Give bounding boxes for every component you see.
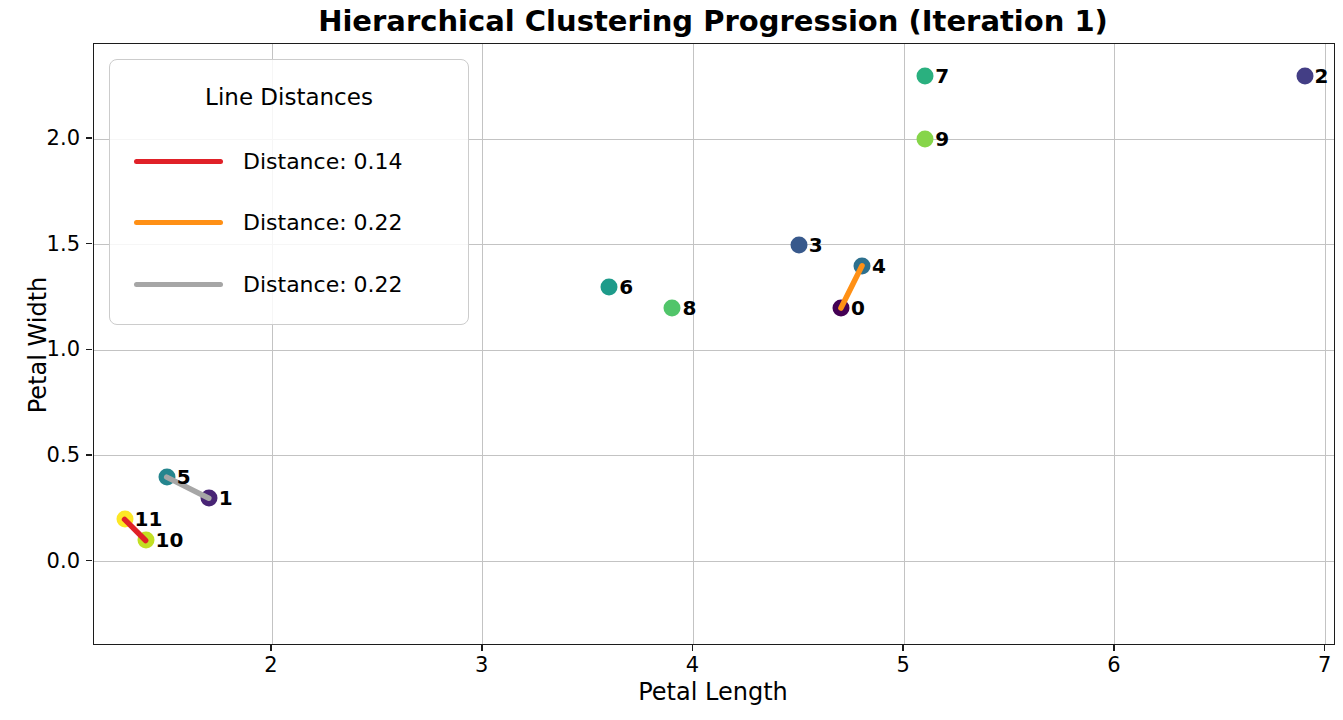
x-tick-mark — [481, 645, 483, 651]
point-label-3: 3 — [809, 233, 823, 257]
y-tick-mark — [86, 137, 92, 139]
point-label-2: 2 — [1315, 64, 1329, 88]
legend-entry-label: Distance: 0.22 — [243, 272, 403, 297]
point-label-4: 4 — [872, 254, 886, 278]
y-tick-label: 1.5 — [20, 232, 80, 256]
legend-entry-red: Distance: 0.14 — [134, 146, 403, 176]
legend-entry-orange: Distance: 0.22 — [134, 207, 403, 237]
point-label-8: 8 — [682, 296, 696, 320]
legend-entry-label: Distance: 0.14 — [243, 149, 403, 174]
legend-title: Line Distances — [110, 84, 468, 110]
x-tick-label: 5 — [896, 653, 909, 677]
legend-swatch-gray-line — [134, 282, 223, 287]
x-tick-mark — [1113, 645, 1115, 651]
legend-entry-gray: Distance: 0.22 — [134, 269, 403, 299]
x-axis-label: Petal Length — [93, 678, 1333, 706]
x-tick-mark — [1324, 645, 1326, 651]
x-tick-mark — [270, 645, 272, 651]
point-label-11: 11 — [135, 507, 163, 531]
x-tick-label: 4 — [686, 653, 699, 677]
point-label-6: 6 — [619, 275, 633, 299]
y-tick-label: 2.0 — [20, 126, 80, 150]
y-tick-label: 0.0 — [20, 549, 80, 573]
legend-entry-label: Distance: 0.22 — [243, 210, 403, 235]
point-label-10: 10 — [156, 528, 184, 552]
point-label-9: 9 — [935, 127, 949, 151]
y-tick-mark — [86, 560, 92, 562]
y-tick-mark — [86, 454, 92, 456]
point-label-1: 1 — [219, 486, 233, 510]
x-tick-mark — [692, 645, 694, 651]
x-tick-label: 3 — [475, 653, 488, 677]
chart-title: Hierarchical Clustering Progression (Ite… — [93, 4, 1333, 38]
x-tick-label: 6 — [1107, 653, 1120, 677]
legend-swatch-red-line — [134, 159, 223, 164]
legend-swatch-orange-line — [134, 220, 223, 225]
y-tick-mark — [86, 349, 92, 351]
y-tick-label: 1.0 — [20, 337, 80, 361]
point-label-5: 5 — [177, 465, 191, 489]
x-tick-label: 2 — [264, 653, 277, 677]
legend: Line Distances Distance: 0.14 Distance: … — [109, 59, 469, 325]
point-label-0: 0 — [851, 296, 865, 320]
y-tick-mark — [86, 243, 92, 245]
x-tick-label: 7 — [1318, 653, 1331, 677]
point-label-7: 7 — [935, 64, 949, 88]
figure: Hierarchical Clustering Progression (Ite… — [0, 0, 1343, 720]
x-tick-mark — [902, 645, 904, 651]
plot-area: Line Distances Distance: 0.14 Distance: … — [93, 43, 1335, 645]
y-tick-label: 0.5 — [20, 443, 80, 467]
